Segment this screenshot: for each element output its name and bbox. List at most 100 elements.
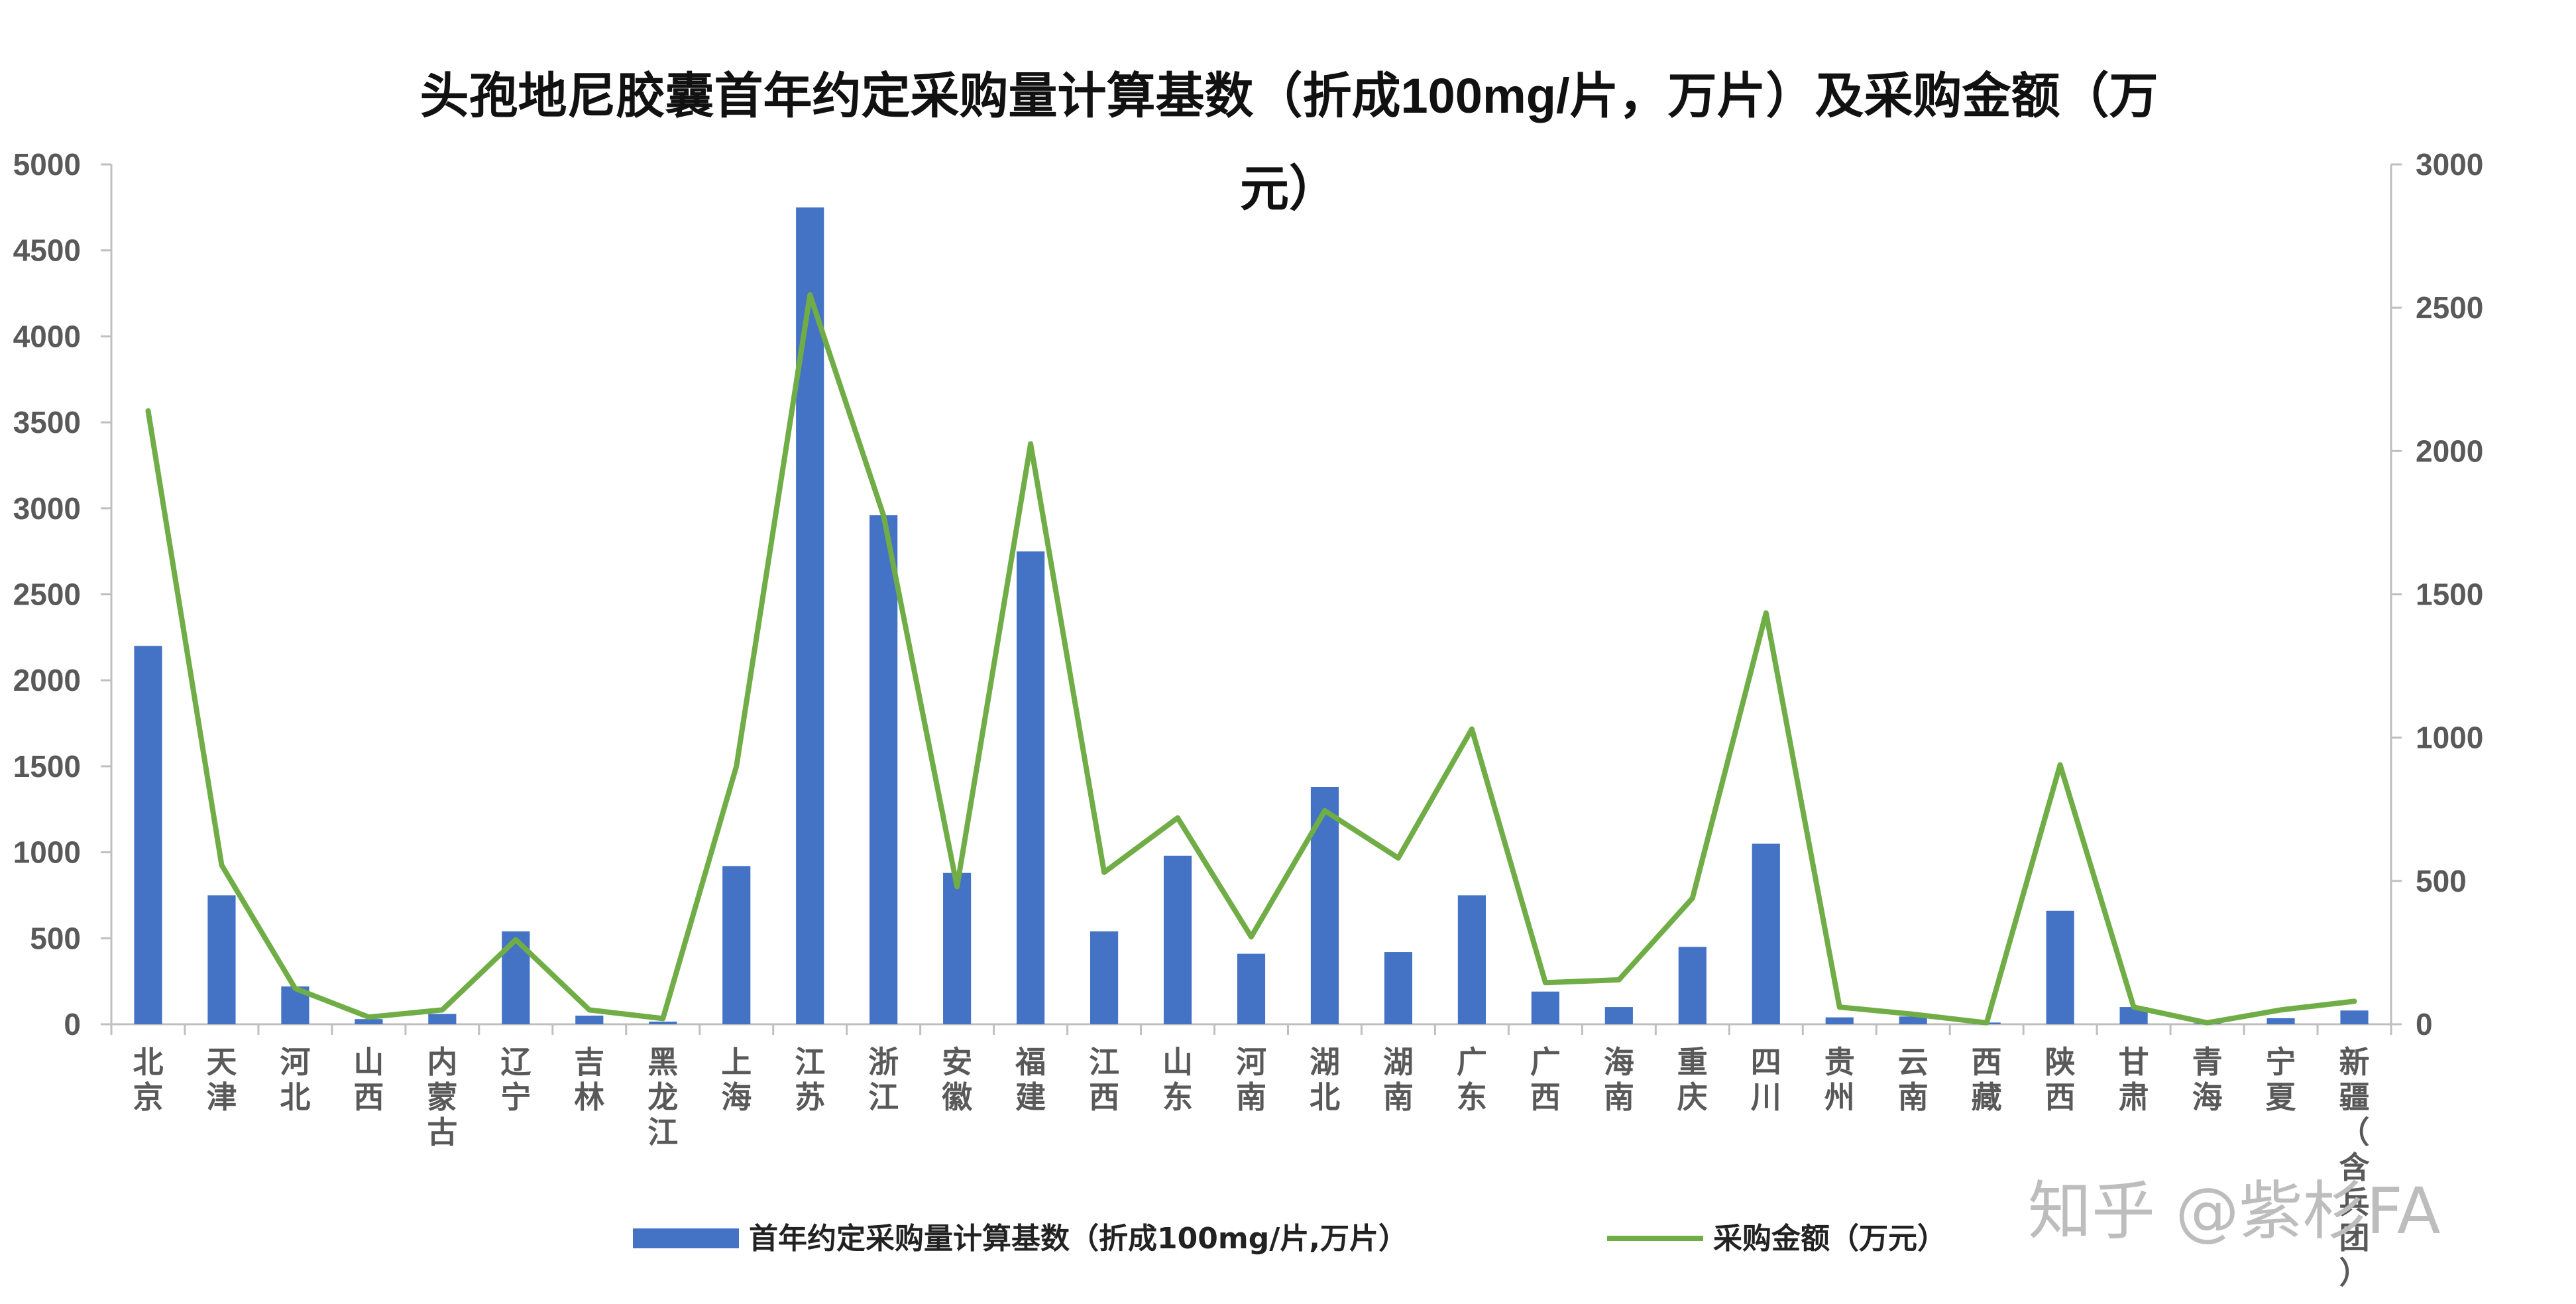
bar xyxy=(1825,1017,1854,1024)
y-left-tick-label: 1000 xyxy=(13,835,81,870)
line-point xyxy=(2207,1022,2208,1024)
line-point xyxy=(1177,817,1178,819)
category-label: 山西 xyxy=(353,1044,384,1115)
chart-title-line-1: 头孢地尼胶囊首年约定采购量计算基数（折成100mg/片，万片）及采购金额（万 xyxy=(420,68,2158,123)
y-left-tick-label: 4500 xyxy=(13,233,81,268)
category-label: 湖北 xyxy=(1310,1044,1340,1115)
bar xyxy=(2340,1010,2369,1024)
category-label: 安徽 xyxy=(941,1044,973,1115)
category-label: 贵州 xyxy=(1824,1044,1855,1115)
y-left-tick-label: 1500 xyxy=(13,749,81,784)
line-point xyxy=(2280,1009,2282,1010)
y-left-tick-label: 3000 xyxy=(13,491,81,526)
legend-bar-label: 首年约定采购量计算基数（折成100mg/片,万片） xyxy=(749,1222,1408,1256)
category-label: 江苏 xyxy=(795,1044,825,1115)
category-label: 天津 xyxy=(206,1044,237,1115)
bar xyxy=(1604,1007,1633,1024)
y-left-tick-label: 2000 xyxy=(13,663,81,697)
y-left-tick-label: 2500 xyxy=(13,577,81,612)
y-right-tick-label: 0 xyxy=(2416,1007,2433,1041)
category-label: 上海 xyxy=(721,1044,752,1115)
category-label: 辽宁 xyxy=(500,1044,531,1115)
axes: 0500100015002000250030003500400045005000… xyxy=(13,147,2484,1041)
y-left-tick-label: 4000 xyxy=(13,319,81,353)
category-label: 重庆 xyxy=(1677,1044,1708,1115)
y-right-tick-label: 1500 xyxy=(2416,577,2483,612)
bar xyxy=(1237,953,1266,1024)
line-point xyxy=(1103,872,1105,873)
y-left-tick-label: 0 xyxy=(64,1007,81,1041)
chart-title: 头孢地尼胶囊首年约定采购量计算基数（折成100mg/片，万片）及采购金额（万 元… xyxy=(420,68,2158,216)
line-point xyxy=(1398,857,1399,859)
watermark: 知乎 @紫杉FA xyxy=(2028,1174,2441,1248)
y-right-tick-label: 500 xyxy=(2416,864,2467,898)
line-point xyxy=(1839,1006,1840,1008)
bar xyxy=(1531,991,1559,1024)
category-label: 湖南 xyxy=(1383,1044,1414,1115)
bar xyxy=(134,646,162,1024)
y-left-tick-label: 5000 xyxy=(13,147,81,182)
bar xyxy=(2267,1018,2295,1024)
y-right-tick-label: 2500 xyxy=(2416,290,2483,325)
line-point xyxy=(1692,898,1693,899)
line-point xyxy=(2133,1006,2135,1008)
line-point xyxy=(956,886,958,887)
bar xyxy=(1899,1016,1927,1024)
category-label: 海南 xyxy=(1604,1044,1634,1115)
category-label: 浙江 xyxy=(868,1044,899,1115)
bar xyxy=(2046,910,2074,1024)
bar xyxy=(1090,931,1119,1024)
category-label: 广西 xyxy=(1530,1044,1561,1115)
y-left-tick-label: 500 xyxy=(30,921,81,955)
line-point xyxy=(1030,444,1031,445)
line-point xyxy=(515,939,516,940)
line-point xyxy=(147,410,148,412)
bar xyxy=(869,515,898,1024)
category-label: 宁夏 xyxy=(2266,1044,2297,1115)
category-label: 青海 xyxy=(2192,1044,2223,1115)
category-label: 福建 xyxy=(1015,1044,1046,1115)
category-label: 广东 xyxy=(1457,1044,1487,1115)
category-label: 河北 xyxy=(280,1044,310,1115)
line-point xyxy=(1618,979,1620,980)
category-label: 西藏 xyxy=(1972,1044,2002,1115)
line-point xyxy=(294,988,296,989)
category-label: 山东 xyxy=(1162,1044,1193,1115)
category-label: 北京 xyxy=(133,1044,163,1115)
bar xyxy=(502,931,530,1024)
line-series xyxy=(145,292,2357,1026)
line-point xyxy=(1913,1014,1914,1015)
category-label: 新疆（含兵团） xyxy=(2339,1044,2371,1291)
bar xyxy=(575,1016,604,1024)
y-right-tick-label: 1000 xyxy=(2416,721,2483,755)
line-point xyxy=(1471,729,1473,730)
line-point xyxy=(883,515,884,516)
category-label: 黑龙江 xyxy=(647,1044,678,1150)
line-point xyxy=(441,1009,443,1010)
category-label: 陕西 xyxy=(2045,1044,2076,1115)
legend-line-label: 采购金额（万元） xyxy=(1713,1222,1946,1256)
bar xyxy=(649,1022,677,1024)
line-point xyxy=(1545,982,1546,983)
category-label: 四川 xyxy=(1751,1044,1781,1115)
line-point xyxy=(736,766,737,767)
bar xyxy=(1678,947,1707,1024)
chart-title-line-2: 元） xyxy=(1240,161,1338,216)
line-point xyxy=(1251,936,1252,937)
category-label: 吉林 xyxy=(574,1044,604,1115)
category-label: 河南 xyxy=(1236,1044,1266,1115)
line-point xyxy=(1986,1022,1988,1024)
bar xyxy=(1752,843,1780,1024)
category-label: 甘肃 xyxy=(2119,1044,2149,1115)
category-label: 云南 xyxy=(1898,1044,1929,1115)
y-right-tick-label: 2000 xyxy=(2416,434,2483,468)
line-point xyxy=(221,864,222,866)
bar xyxy=(355,1019,383,1024)
bar xyxy=(1017,551,1045,1024)
bar xyxy=(1163,855,1192,1024)
y-left-tick-label: 3500 xyxy=(13,405,81,440)
